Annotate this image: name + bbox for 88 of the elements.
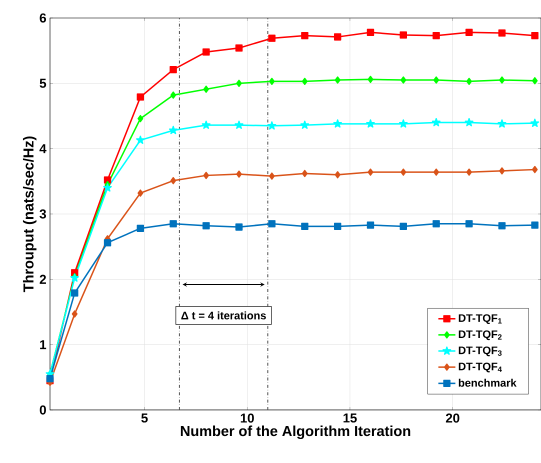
y-tick-label: 5: [40, 78, 46, 88]
point: [168, 126, 178, 134]
y-tick-label: 6: [40, 13, 46, 23]
point: [399, 119, 408, 128]
point: [366, 119, 375, 128]
point: [203, 86, 210, 93]
point: [170, 91, 176, 99]
point: [170, 66, 177, 74]
point: [465, 28, 473, 36]
point: [531, 221, 538, 229]
y-tick-label: 2: [40, 274, 46, 284]
point: [72, 310, 78, 318]
point: [498, 119, 506, 128]
point: [366, 221, 374, 229]
legend-label: DT-TQF$_{2}$: [458, 330, 502, 340]
point: [400, 222, 407, 230]
point: [302, 170, 308, 178]
point: [268, 78, 275, 85]
point: [302, 78, 308, 85]
point: [138, 114, 144, 122]
point: [334, 171, 341, 178]
point: [301, 32, 308, 40]
point: [203, 172, 210, 180]
point: [103, 183, 112, 192]
point: [432, 32, 440, 40]
point: [71, 289, 78, 297]
point: [202, 222, 210, 230]
point: [400, 31, 407, 39]
point: [334, 222, 342, 230]
point: [433, 168, 440, 176]
point: [136, 224, 144, 232]
legend-label: DT-TQF$_{4}$: [458, 362, 502, 372]
point: [136, 93, 144, 101]
x-tick-label: 15: [344, 414, 357, 423]
point: [334, 76, 341, 84]
point: [268, 34, 276, 42]
point: [400, 76, 406, 84]
point: [202, 48, 210, 56]
point: [532, 166, 538, 174]
x-tick-label: 5: [141, 414, 148, 423]
point: [268, 172, 275, 180]
point: [268, 220, 276, 228]
point: [400, 168, 406, 176]
legend-label: DT-TQF$_{1}$: [458, 314, 502, 324]
legend-label: benchmark: [458, 378, 517, 387]
point: [136, 136, 145, 144]
y-tick-label: 1: [40, 340, 46, 350]
point: [531, 32, 538, 40]
point: [202, 120, 210, 129]
point: [432, 118, 441, 126]
x-tick-label: 10: [240, 414, 254, 423]
point: [498, 29, 506, 37]
point: [368, 168, 374, 176]
point: [235, 44, 243, 52]
point: [368, 76, 374, 84]
point: [466, 168, 472, 176]
point: [170, 177, 176, 184]
annotation: Δ t = 4 iterations: [181, 311, 266, 320]
point: [300, 120, 310, 129]
point: [236, 80, 242, 87]
point: [138, 189, 144, 197]
y-tick-label: 4: [39, 144, 46, 154]
point: [104, 239, 112, 246]
point: [499, 167, 505, 175]
point: [532, 77, 538, 84]
point: [235, 223, 243, 231]
point: [301, 222, 308, 230]
x-tick-label: 20: [446, 414, 460, 423]
point: [465, 220, 473, 228]
point: [268, 121, 276, 130]
legend-label: DT-TQF$_{3}$: [458, 346, 502, 356]
point: [499, 76, 505, 84]
point: [433, 76, 440, 84]
point: [170, 220, 177, 228]
point: [236, 170, 242, 178]
point: [333, 119, 342, 128]
point: [464, 118, 474, 126]
y-tick-label: 0: [40, 405, 46, 415]
point: [334, 33, 342, 41]
point: [366, 28, 374, 36]
x-axis-title: Number of the Algorithm Iteration: [180, 426, 410, 440]
point: [466, 78, 472, 85]
point: [498, 222, 506, 230]
y-axis-title: Throuput (nats/sec/Hz): [22, 136, 36, 292]
point: [530, 118, 540, 127]
point: [432, 220, 440, 228]
y-tick-label: 3: [40, 209, 46, 219]
point: [234, 120, 244, 129]
